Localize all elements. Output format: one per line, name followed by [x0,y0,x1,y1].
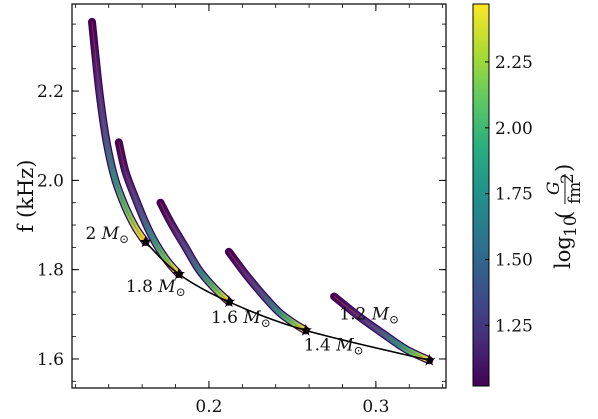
mass-label-4: 1.2 M⊙ [339,304,399,326]
star-marker-3 [299,323,312,336]
curve-center-line-1 [118,142,180,275]
mass-labels-layer: 2 M⊙ 1.8 M⊙ 1.6 M⊙ 1.4 M⊙ 1.2 M⊙ [85,224,399,357]
mass-label-0: 2 M⊙ [85,224,129,246]
mass-label-2: 1.6 M⊙ [211,308,271,330]
colorbar-tick-label-4: 2.25 [495,53,533,73]
svg-text:log: log [551,236,575,269]
star-marker-4 [423,353,436,366]
y-tick-label-3: 2.2 [37,82,64,102]
colorbar-tick-label-2: 1.75 [495,185,533,205]
curve-center-line-0 [91,21,146,243]
colorbar-tick-label-3: 2.00 [495,119,533,139]
svg-text:): ) [552,164,576,172]
axis-tick-labels: 1.6 1.8 2.0 2.2 0.2 0.3 [37,82,389,417]
svg-text:2: 2 [558,173,578,184]
svg-text:fm: fm [565,182,585,204]
svg-text:G: G [544,181,564,195]
colorbar-tick-label-1: 1.50 [495,251,533,271]
colorbar-tick-label-0: 1.25 [495,316,533,336]
curves-layer [88,17,434,365]
mass-label-1: 1.8 M⊙ [126,277,186,299]
mass-boundary-layer [144,241,430,362]
star-marker-1 [172,267,185,280]
curve-center-line-2 [160,202,230,303]
star-marker-2 [222,295,236,308]
svg-text:10: 10 [561,215,581,237]
curve-center-line-3 [228,251,307,331]
x-tick-label-1: 0.3 [362,397,389,417]
colorbar [472,3,490,387]
svg-text:(: ( [552,211,576,219]
curve-center-line-4 [333,296,430,361]
axis-ticks [72,4,446,388]
star-marker-0 [139,235,152,248]
plot-frame [71,3,447,389]
colorbar-label: log 10 ( G fm 2 ) [544,164,585,269]
stars-layer [139,235,436,366]
mass-label-3: 1.4 M⊙ [304,335,364,357]
x-tick-label-0: 0.2 [195,397,222,417]
y-tick-label-0: 1.6 [37,350,64,370]
y-tick-label-1: 1.8 [37,261,64,281]
y-axis-title: f (kHz) [14,160,38,233]
colorbar-ticks: 1.25 1.50 1.75 2.00 2.25 [485,53,533,336]
y-tick-label-2: 2.0 [37,171,64,191]
mass-boundary-line [144,241,430,362]
